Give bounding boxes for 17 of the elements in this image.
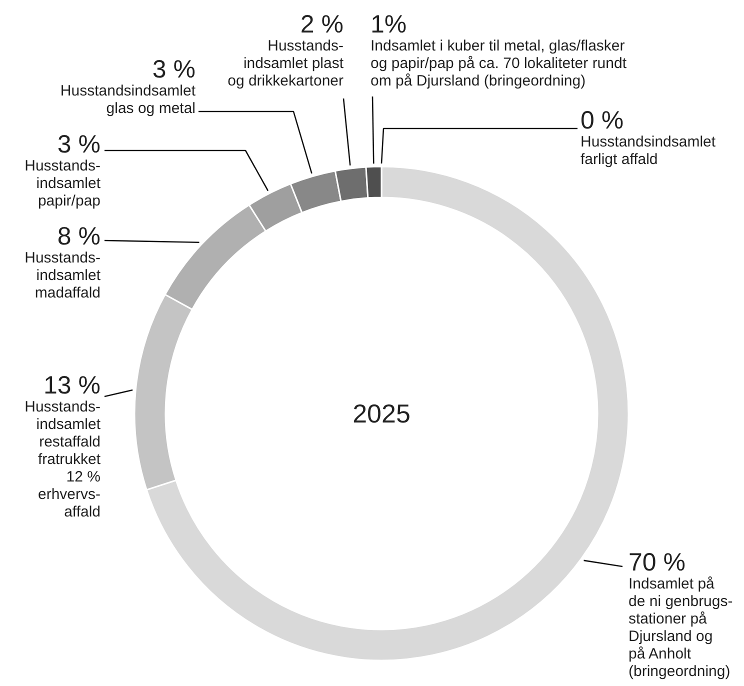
slice-label: Indsamlet i kuber til metal, glas/flasker og papir/pap på ca. 70 lokaliteter rundt om på Djursland (bringeordning): [370, 38, 628, 90]
data-label: 70 %: [628, 548, 686, 576]
text: 2025: [352, 398, 410, 428]
slice-label: Indsamlet på de ni genbrugs- stationer på Djursland og på Anholt (bringeordning): [628, 576, 733, 680]
data-label: 13 %: [44, 372, 100, 400]
data-label: 1%: [370, 10, 407, 38]
slice-label: Husstands- indsamlet plast og drikkekartoner: [228, 38, 344, 90]
slice-label: Husstandsindsamlet glas og metal: [60, 82, 196, 117]
slice-label: Husstands- indsamlet restaffald fratrukket 12 % erhvervs- affald: [24, 398, 102, 520]
category-label: Husstandsindsamlet farligt affald: [580, 134, 716, 168]
data-label: 2 %: [300, 10, 344, 38]
data-label: 3 %: [57, 130, 101, 158]
text: 0 %: [580, 106, 624, 134]
slice-label: Husstands- indsamlet madaffald: [24, 250, 102, 302]
data-label: 3 %: [152, 56, 196, 84]
slice-label: Husstands- indsamlet papir/pap: [24, 158, 102, 210]
data-label: 8 %: [57, 222, 101, 250]
